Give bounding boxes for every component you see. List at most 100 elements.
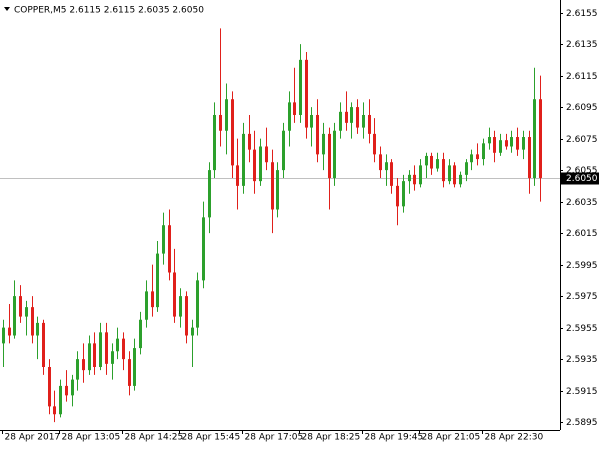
candle-body [122,338,125,360]
candle-body [191,327,194,336]
candle-body [145,291,148,320]
x-tick-label: 28 Apr 14:25 [125,433,184,443]
y-tick-label: 2.6135 [566,40,598,50]
candle-body [436,159,439,169]
candle-body [516,137,519,150]
candle-body [179,296,182,317]
candle-body [242,133,245,186]
candle-body [236,165,239,186]
y-tick-label: 2.6015 [566,229,598,239]
candle-body [196,280,199,328]
candle-body [128,359,131,386]
candle-body [310,114,313,128]
candle-body [528,137,531,178]
x-tick-label: 28 Apr 2017 [5,433,61,443]
candle-body [93,343,96,367]
candle-body [59,385,62,415]
candle-body [202,217,205,281]
candle-body [185,296,188,336]
candle-body [339,111,342,131]
y-tick-label: 2.6155 [566,9,598,19]
candle-body [465,162,468,175]
candle-body [413,174,416,185]
x-tick-label: 28 Apr 15:45 [182,433,241,443]
candle-body [71,379,74,396]
candle-body [322,133,325,155]
candle-body [253,149,256,182]
candle-body [373,133,376,155]
candle-body [105,332,108,364]
candle-body [168,225,171,273]
candle-body [328,133,331,178]
candle-body [76,359,79,380]
candle-body [265,146,268,163]
x-tick-label: 28 Apr 19:45 [365,433,424,443]
candle-body [390,162,393,186]
candle-body [396,185,399,207]
candle-body [19,296,22,317]
last-price-box [561,172,599,185]
y-tick-label: 2.5995 [566,261,598,271]
candle-body [345,111,348,123]
candle-body [36,322,39,336]
candle-body [156,253,159,308]
candle-body [31,307,34,336]
last-price-label: 2.6050 [566,174,598,184]
candle-body [139,319,142,349]
candle-body [99,332,102,367]
candle-body [65,385,68,396]
candle-body [362,114,365,128]
candle-body [299,59,302,115]
candle-body [385,162,388,171]
candle-body [442,159,445,182]
candle-body [208,170,211,218]
y-tick-label: 2.6095 [566,103,598,113]
y-tick-label: 2.5975 [566,292,598,302]
candle-body [276,170,279,210]
candle-body [482,143,485,160]
candle-body [470,154,473,163]
candle-body [333,130,336,178]
candle-body [305,59,308,128]
candle-body [379,154,382,171]
candle-body [488,137,491,144]
candle-body [356,107,359,128]
candle-body [350,107,353,123]
candle-body [13,296,16,336]
candle-body [476,154,479,160]
y-tick-label: 2.5955 [566,324,598,334]
candle-body [510,137,513,147]
candle-body [2,327,5,344]
y-tick-label: 2.6115 [566,72,598,82]
candle-body [162,225,165,254]
candle-body [53,406,56,415]
candle-body [402,181,405,207]
candle-body [25,307,28,317]
candle-body [88,343,91,371]
x-tick-label: 28 Apr 21:05 [422,433,481,443]
candle-body [499,140,502,153]
candle-body [368,114,371,134]
candle-body [248,133,251,150]
y-tick-label: 2.5895 [566,418,598,428]
chart-title: COPPER,M5 2.6115 2.6115 2.6035 2.6050 [14,6,204,16]
x-tick-label: 28 Apr 22:30 [485,433,544,443]
candle-body [316,114,319,155]
candle-body [219,114,222,131]
candle-body [430,155,433,169]
candle-body [173,272,176,317]
y-tick-label: 2.6035 [566,198,598,208]
y-tick-label: 2.6075 [566,135,598,145]
candle-body [448,165,451,182]
candle-body [82,359,85,371]
candle-body [225,99,228,131]
candle-body [408,174,411,182]
y-tick-label: 2.5935 [566,355,598,365]
candle-body [459,174,462,185]
candle-body [505,140,508,147]
candle-body [42,322,45,367]
candle-body [533,99,536,178]
candle-body [271,162,274,210]
candle-body [282,130,285,171]
